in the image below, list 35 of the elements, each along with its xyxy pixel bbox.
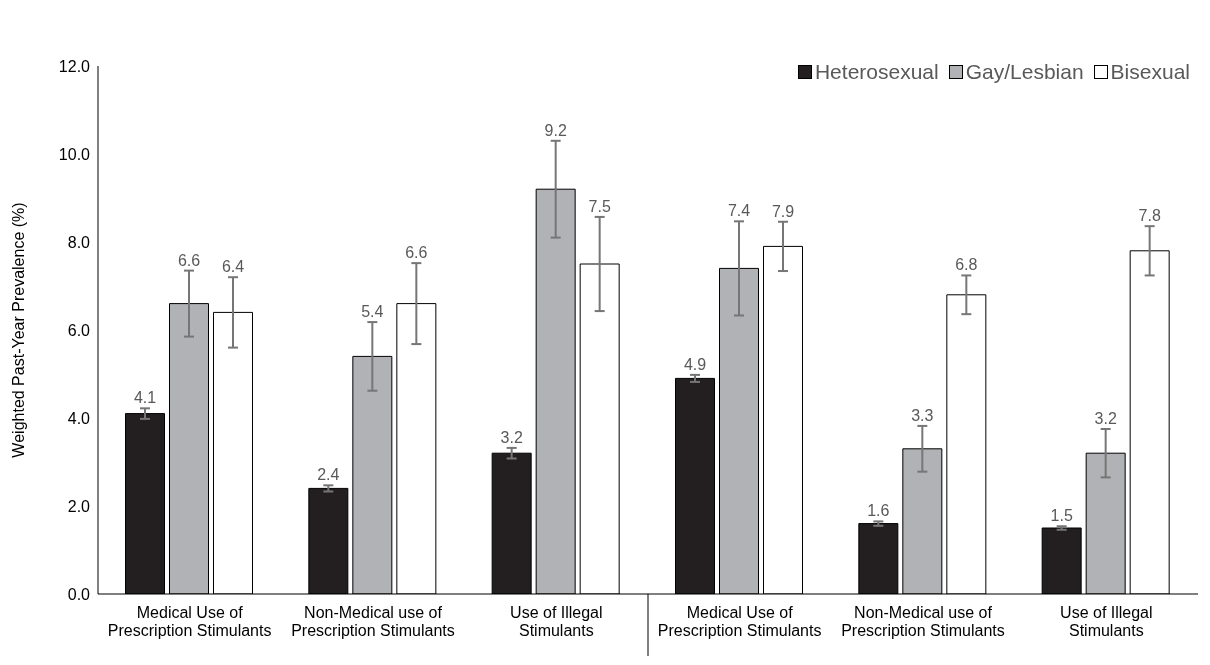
data-label: 4.1 <box>133 389 157 407</box>
x-tick-label: Non-Medical use of Prescription Stimulants <box>841 604 1005 639</box>
y-tick-label: 6.0 <box>67 321 91 339</box>
y-tick-label: 4.0 <box>67 409 91 427</box>
data-label: 4.9 <box>683 355 707 373</box>
x-tick-label: Medical Use of Prescription Stimulants <box>657 604 822 639</box>
data-label: 3.2 <box>500 428 523 446</box>
y-tick-label: 12.0 <box>58 57 91 75</box>
data-label: 6.6 <box>405 244 428 262</box>
data-label: 3.3 <box>911 406 934 424</box>
legend-label: Heterosexual <box>814 60 939 84</box>
x-tick-label: Use of Illegal Stimulants <box>510 604 603 639</box>
x-tick-label: Non-Medical use of Prescription Stimulants <box>291 604 455 639</box>
legend-label: Gay/Lesbian <box>965 60 1084 84</box>
y-tick-label: 8.0 <box>67 233 91 251</box>
data-label: 6.8 <box>955 256 978 274</box>
y-tick-label: 0.0 <box>67 585 91 603</box>
x-tick-label: Medical Use of Prescription Stimulants <box>107 604 272 639</box>
data-label: 9.2 <box>544 121 567 139</box>
data-label: 7.5 <box>588 197 611 215</box>
legend-label: Bisexual <box>1110 60 1190 84</box>
y-tick-label: 10.0 <box>58 145 91 163</box>
data-label: 3.2 <box>1094 410 1117 427</box>
data-label: 1.6 <box>867 502 890 520</box>
data-label: 7.9 <box>771 202 795 220</box>
data-label: 7.4 <box>727 202 751 220</box>
data-label: 2.4 <box>317 466 340 484</box>
y-tick-label: 2.0 <box>67 497 91 515</box>
data-label: 1.5 <box>1050 507 1073 525</box>
x-tick-label: Use of Illegal Stimulants <box>1060 604 1153 639</box>
y-axis-title: Weighted Past-Year Prevalence (%) <box>9 202 27 458</box>
data-label: 6.6 <box>177 251 201 269</box>
data-label: 7.8 <box>1138 207 1161 225</box>
data-label: 5.4 <box>361 303 384 321</box>
data-label: 6.4 <box>221 258 245 276</box>
